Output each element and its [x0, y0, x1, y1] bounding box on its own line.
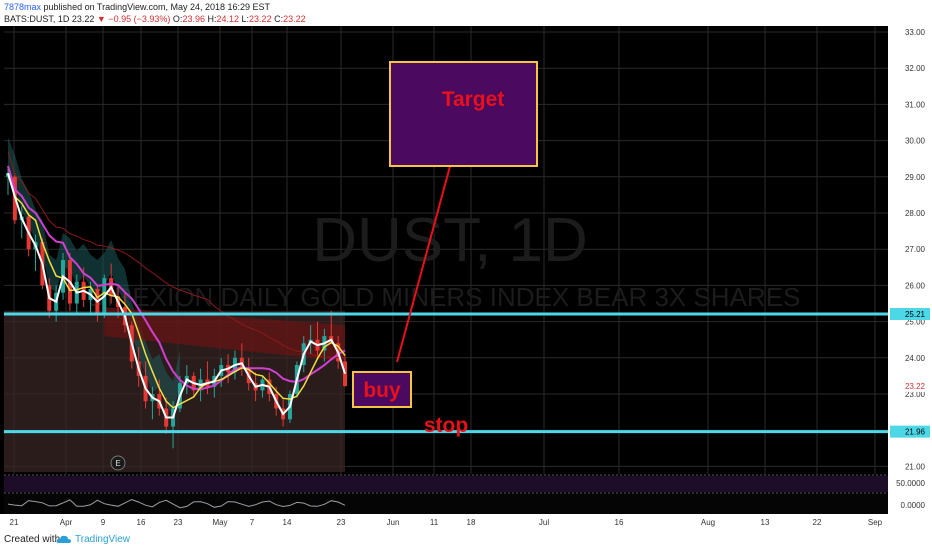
- tradingview-cloud-icon[interactable]: [56, 533, 72, 545]
- publish-line: 7878max published on TradingView.com, Ma…: [4, 2, 270, 12]
- low-value: 23.22: [249, 14, 272, 24]
- price-tag-label: 25.21: [905, 310, 926, 319]
- price-tick-label: 33.00: [905, 28, 926, 37]
- price-change: −0.95 (−3.93%): [108, 14, 170, 24]
- buy-label: buy: [363, 379, 401, 402]
- time-tick-label: Jul: [539, 518, 549, 527]
- time-tick-label: Apr: [60, 518, 73, 527]
- price-tag-label: 21.96: [905, 428, 926, 437]
- target-label: Target: [442, 88, 505, 111]
- price-tick-label: 24.00: [905, 354, 926, 363]
- target-box[interactable]: [390, 62, 537, 166]
- earnings-label: E: [115, 459, 120, 468]
- time-tick-label: 14: [283, 518, 292, 527]
- triangle-down-icon: ▼: [97, 14, 106, 24]
- time-tick-label: Jun: [387, 518, 400, 527]
- price-tag-label: 23.22: [905, 382, 926, 391]
- oscillator-tick-label: 50.0000: [896, 479, 925, 488]
- close-label: C:: [274, 14, 283, 24]
- time-tick-label: 16: [615, 518, 624, 527]
- footer: Created with TradingView: [0, 530, 932, 550]
- open-value: 23.96: [182, 14, 205, 24]
- time-tick-label: 23: [174, 518, 183, 527]
- time-tick-label: 13: [761, 518, 770, 527]
- time-tick-label: 18: [467, 518, 476, 527]
- open-label: O:: [173, 14, 183, 24]
- symbol-label: BATS:DUST, 1D: [4, 14, 69, 24]
- price-tick-label: 31.00: [905, 100, 926, 109]
- candle-body: [343, 361, 347, 386]
- time-tick-label: Aug: [701, 518, 715, 527]
- price-tick-label: 29.00: [905, 173, 926, 182]
- ohlc-line: BATS:DUST, 1D 23.22 ▼ −0.95 (−3.93%) O:2…: [4, 14, 306, 24]
- last-price: 23.22: [72, 14, 95, 24]
- published-text: published on TradingView.com, May 24, 20…: [44, 2, 270, 12]
- time-tick-label: 9: [101, 518, 106, 527]
- oscillator-tick-label: 0.0000: [901, 501, 926, 510]
- time-tick-label: 7: [250, 518, 255, 527]
- time-tick-label: May: [212, 518, 227, 527]
- watermark-symbol: DUST, 1D: [312, 206, 588, 275]
- created-with-text: Created with: [4, 534, 60, 545]
- price-tick-label: 26.00: [905, 281, 926, 290]
- oscillator-pane: [4, 474, 888, 514]
- tradingview-brand[interactable]: TradingView: [75, 534, 130, 545]
- author-link[interactable]: 7878max: [4, 2, 41, 12]
- price-tick-label: 28.00: [905, 209, 926, 218]
- high-value: 24.12: [216, 14, 239, 24]
- price-chart[interactable]: DUST, 1D DIREXION DAILY GOLD MINERS INDE…: [0, 26, 932, 530]
- time-tick-label: 11: [430, 518, 439, 527]
- price-tick-label: 30.00: [905, 137, 926, 146]
- price-tick-label: 27.00: [905, 245, 926, 254]
- time-tick-label: 16: [137, 518, 146, 527]
- time-tick-label: 21: [10, 518, 19, 527]
- low-label: L:: [242, 14, 250, 24]
- chart-header: 7878max published on TradingView.com, Ma…: [0, 0, 932, 26]
- close-value: 23.22: [283, 14, 306, 24]
- time-tick-label: 22: [813, 518, 822, 527]
- price-tick-label: 21.00: [905, 462, 926, 471]
- time-tick-label: Sep: [868, 518, 883, 527]
- price-tick-label: 32.00: [905, 64, 926, 73]
- time-axis-background: [0, 514, 888, 530]
- oscillator-band: [4, 476, 888, 492]
- stop-label: stop: [424, 414, 468, 437]
- time-tick-label: 23: [337, 518, 346, 527]
- watermark-name: DIREXION DAILY GOLD MINERS INDEX BEAR 3X…: [88, 282, 801, 312]
